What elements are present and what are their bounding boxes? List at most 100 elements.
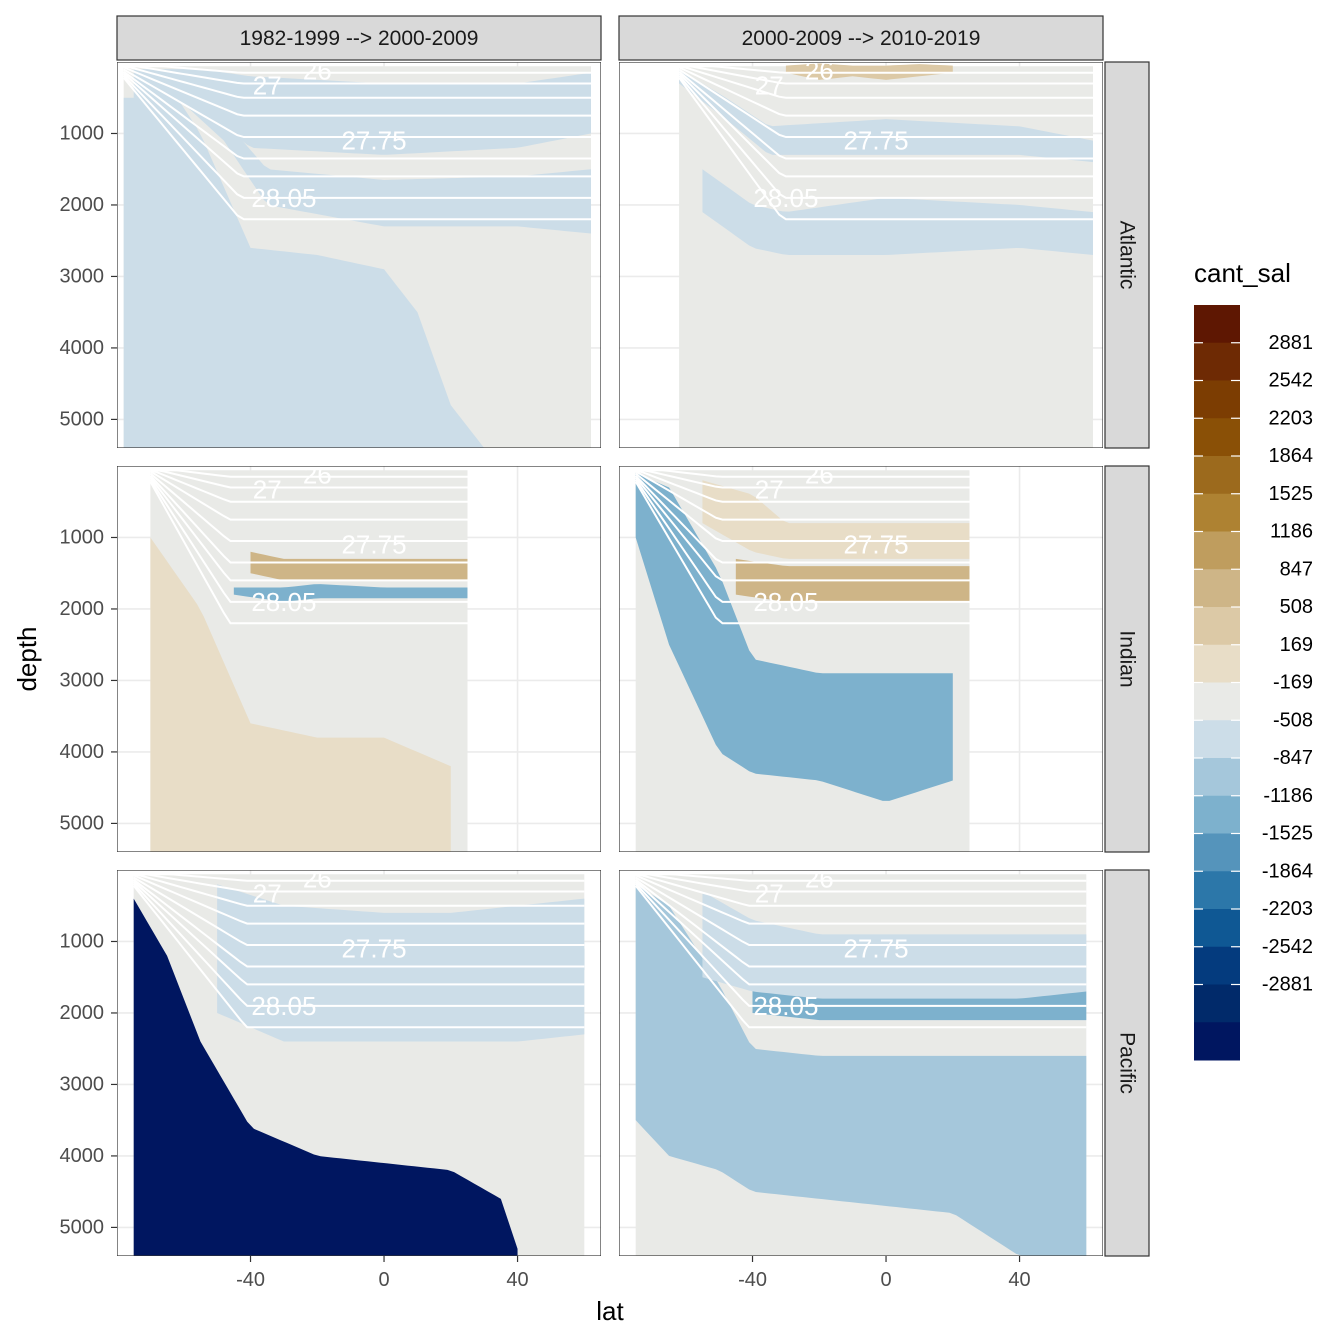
contour-band — [133, 898, 518, 1256]
isopycnal-label: 27 — [755, 71, 784, 101]
legend-label: -1186 — [1263, 785, 1313, 807]
isopycnal-line — [150, 469, 468, 503]
y-tick-label: 1000 — [60, 122, 105, 144]
isopycnal-line — [634, 481, 970, 625]
isopycnal-label: 27 — [755, 475, 784, 505]
isopycnal-line — [678, 77, 1093, 221]
isopycnal-line — [123, 72, 591, 178]
isopycnal-line — [133, 874, 585, 925]
isopycnal-line — [133, 880, 585, 986]
x-axes-layer: -40 0 40 -40 0 40 — [236, 1256, 1031, 1291]
legend-color-step — [1194, 871, 1240, 910]
isopycnal-line — [149, 481, 468, 625]
x-tick-label: 0 — [880, 1269, 891, 1291]
legend-title: cant_sal — [1194, 258, 1291, 288]
isopycnal-label: 27 — [253, 475, 282, 505]
column-strip-1: 1982-1999 --> 2000-2009 — [116, 15, 602, 61]
isopycnal-line — [133, 878, 585, 968]
legend-color-step — [1194, 607, 1240, 646]
legend-color-step — [1194, 795, 1240, 834]
background-field — [679, 66, 1093, 448]
x-tick-label: 40 — [506, 1269, 528, 1291]
contour-band — [679, 69, 1093, 163]
legend-color-step — [1194, 758, 1240, 797]
isopycnal-line — [122, 77, 591, 221]
isopycnal-line — [122, 74, 591, 199]
panels-layer: 26 27 27.75 28.05 26 27 27.75 28.05 26 27 27.75 28.… — [117, 62, 1103, 1256]
legend-color-step — [1194, 984, 1240, 1023]
legend-label: 847 — [1280, 558, 1313, 580]
panel: 26 27 27.75 28.05 — [619, 460, 1103, 852]
legend-color-step — [1194, 305, 1240, 344]
isopycnal-line — [678, 66, 1093, 117]
legend-label: 169 — [1280, 634, 1313, 656]
isopycnal-label: 27.75 — [843, 934, 908, 964]
contour-band — [785, 63, 953, 80]
isopycnal-line — [635, 878, 1087, 968]
x-tick-label: -40 — [738, 1269, 767, 1291]
panel: 26 27 27.75 28.05 — [619, 62, 1103, 448]
contour-band — [635, 884, 1087, 1256]
isopycnal-line — [635, 873, 1087, 893]
row-strip-label: Pacific — [1116, 1032, 1139, 1094]
isopycnal-label: 27.75 — [341, 934, 406, 964]
y-tick-label: 3000 — [60, 1073, 105, 1095]
legend-label: 508 — [1280, 596, 1313, 618]
y-tick-label: 5000 — [60, 812, 105, 834]
isopycnal-label: 26 — [805, 864, 834, 894]
legend-label: -847 — [1273, 747, 1313, 769]
y-tick-label: 2000 — [60, 598, 105, 620]
panel: 26 27 27.75 28.05 — [117, 870, 601, 1256]
isopycnal-label: 27.75 — [843, 530, 908, 560]
isopycnal-line — [678, 74, 1093, 199]
isopycnal-label: 28.05 — [753, 991, 818, 1021]
isopycnal-line — [133, 873, 585, 907]
isopycnal-label: 26 — [805, 460, 834, 490]
isopycnal-line — [635, 470, 970, 521]
isopycnal-line — [635, 880, 1087, 986]
isopycnal-line — [634, 476, 970, 582]
y-tick-label: 4000 — [60, 1145, 105, 1167]
contour-band — [250, 551, 468, 581]
isopycnal-label: 27 — [253, 879, 282, 909]
panel: 26 27 27.75 28.05 — [619, 864, 1103, 1256]
contour-band — [123, 97, 485, 448]
legend-color-step — [1194, 493, 1240, 532]
isopycnal-line — [679, 65, 1093, 74]
isopycnal-line — [133, 873, 585, 893]
isopycnal-line — [635, 873, 1087, 882]
isopycnal-label: 28.05 — [753, 183, 818, 213]
y-tick-label: 3000 — [60, 265, 105, 287]
legend-label: 2203 — [1269, 407, 1314, 429]
isopycnal-line — [634, 882, 1087, 1007]
legend-label: -1525 — [1262, 823, 1313, 845]
isopycnal-line — [678, 72, 1093, 178]
isopycnal-line — [635, 873, 1087, 907]
legend-color-step — [1194, 1022, 1240, 1061]
isopycnal-line — [635, 469, 970, 489]
y-axes-layer: 1000 2000 3000 4000 5000 1000 2000 3000 4000 5000… — [60, 122, 117, 1238]
isopycnal-label: 28.05 — [251, 183, 316, 213]
isopycnal-line — [635, 876, 1087, 947]
isopycnal-line — [634, 474, 970, 564]
isopycnal-label: 27 — [755, 879, 784, 909]
isopycnal-label: 27 — [253, 71, 282, 101]
legend-label: -169 — [1273, 672, 1313, 694]
isopycnal-line — [132, 882, 585, 1007]
contour-band — [177, 83, 591, 234]
legend-color-step — [1194, 946, 1240, 985]
isopycnal-line — [149, 479, 468, 603]
legend-color-step — [1194, 909, 1240, 948]
isopycnal-line — [635, 469, 970, 478]
row-strip-2: Indian — [1104, 465, 1150, 853]
isopycnal-line — [123, 66, 591, 117]
row-strip-label: Atlantic — [1116, 221, 1139, 290]
isopycnal-line — [149, 474, 468, 564]
x-tick-label: 40 — [1008, 1269, 1030, 1291]
x-tick-label: 0 — [378, 1269, 389, 1291]
contour-band — [150, 537, 451, 852]
isopycnal-line — [123, 68, 591, 139]
contour-band — [702, 169, 1093, 255]
row-strip-3: Pacific — [1104, 869, 1150, 1257]
